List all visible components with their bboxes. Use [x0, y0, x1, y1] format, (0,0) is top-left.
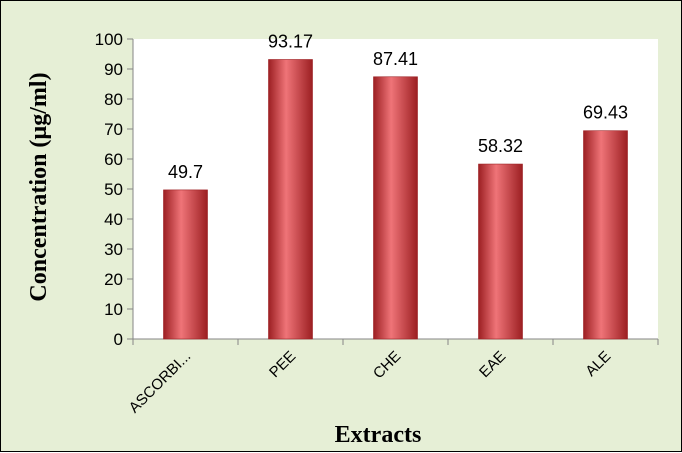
y-tick-label: 30: [104, 240, 123, 259]
x-tick-label: PEE: [266, 348, 299, 381]
y-tick-label: 40: [104, 210, 123, 229]
bar: [268, 59, 313, 340]
y-tick-label: 60: [104, 150, 123, 169]
y-tick-label: 50: [104, 180, 123, 199]
x-tick-label: EAE: [476, 348, 509, 381]
data-label: 58.32: [478, 136, 523, 156]
bar: [373, 76, 418, 340]
data-label: 87.41: [373, 49, 418, 69]
data-label: 69.43: [583, 103, 628, 123]
x-tick-label: CHE: [370, 348, 404, 382]
x-tick-label: ALE: [582, 348, 614, 380]
y-axis-title: Concentration (µg/ml): [26, 72, 52, 301]
data-label: 93.17: [268, 31, 313, 51]
bar: [478, 163, 523, 340]
y-tick-label: 80: [104, 90, 123, 109]
bar: [583, 130, 628, 340]
y-tick-label: 10: [104, 300, 123, 319]
y-tick-label: 100: [95, 30, 123, 49]
bars: [163, 59, 628, 340]
x-tick-label: ASCORBI...: [126, 348, 195, 417]
y-tick-label: 90: [104, 60, 123, 79]
x-axis-title: Extracts: [335, 422, 422, 448]
data-label: 49.7: [168, 162, 203, 182]
y-tick-label: 70: [104, 120, 123, 139]
y-tick-label: 0: [114, 330, 123, 349]
data-labels: 49.7 93.17 87.41 58.32 69.43: [168, 31, 628, 181]
y-tick-labels: 0 10 20 30 40 50 60 70 80 90 100: [95, 30, 123, 349]
y-tick-label: 20: [104, 270, 123, 289]
bar: [163, 189, 208, 340]
x-tick-labels: ASCORBI... PEE CHE EAE ALE: [126, 348, 615, 417]
